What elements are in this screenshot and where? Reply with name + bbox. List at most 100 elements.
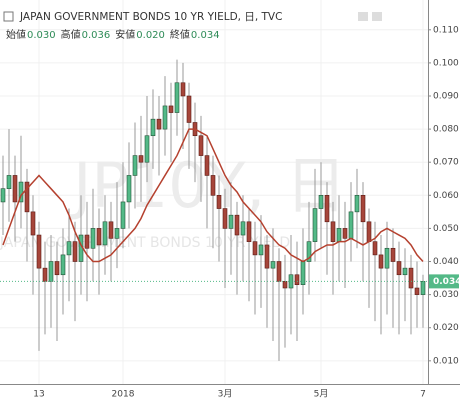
candle-body <box>246 221 252 242</box>
candle-body <box>294 274 300 285</box>
candle-body <box>12 175 18 203</box>
chart-title: JAPAN GOVERNMENT BONDS 10 YR YIELD, 日, T… <box>19 11 282 23</box>
moving-average-line <box>2 128 424 263</box>
ohlc-legend-label: 安値 <box>115 28 135 41</box>
candle-body <box>84 234 90 249</box>
candle-body <box>168 105 174 113</box>
candle-body <box>222 208 228 229</box>
candle-body <box>402 267 408 276</box>
ohlc-legend-value: 0.034 <box>191 30 220 41</box>
candle-body <box>150 118 156 137</box>
candle-body <box>324 195 330 223</box>
candle-body <box>180 82 186 97</box>
candle-body <box>210 175 216 196</box>
candle-body <box>240 221 246 236</box>
candle-body <box>270 261 276 269</box>
candle-body <box>36 234 42 269</box>
candle-body <box>96 228 102 246</box>
ohlc-legend-value: 0.030 <box>27 30 56 41</box>
candle-body <box>318 195 324 209</box>
y-tick-label: 0.100 <box>433 58 459 68</box>
candle-body <box>378 254 384 269</box>
eye-icon[interactable] <box>358 12 368 21</box>
y-tick-label: 0.060 <box>433 191 459 201</box>
candle-body <box>174 82 180 113</box>
last-price-label: 0.034 <box>433 277 460 287</box>
y-tick-label: 0.050 <box>433 224 459 234</box>
candle-body <box>276 261 282 282</box>
candle-body <box>102 221 108 246</box>
y-tick-label: 0.110 <box>433 25 459 35</box>
candle-body <box>114 228 120 239</box>
candle-body <box>0 188 6 203</box>
ohlc-legend-label: 始値 <box>6 28 26 41</box>
y-tick-label: 0.080 <box>433 125 459 135</box>
candle-body <box>6 175 12 189</box>
candle-body <box>126 175 132 203</box>
candle-body <box>384 247 390 269</box>
ohlc-legend: 始値 0.030 高値 0.036 安値 0.020 終値 0.034 <box>6 28 220 41</box>
candle-body <box>354 195 360 213</box>
candle-body <box>390 247 396 262</box>
candle-body <box>228 214 234 229</box>
candle-body <box>306 241 312 262</box>
candle-body <box>216 195 222 209</box>
candle-body <box>264 244 270 269</box>
candle-body <box>48 261 54 282</box>
candle-body <box>198 135 204 156</box>
x-tick-label: 3月 <box>218 389 233 400</box>
candle-body <box>72 241 78 262</box>
candle-body <box>372 241 378 256</box>
candle-body <box>108 221 114 239</box>
y-tick-label: 0.030 <box>433 290 459 300</box>
candle-body <box>132 155 138 176</box>
ohlc-legend-label: 終値 <box>170 28 190 41</box>
plot <box>0 59 428 361</box>
candle-body <box>360 195 366 223</box>
candle-body <box>144 135 150 163</box>
candle-body <box>258 244 264 256</box>
ohlc-legend-value: 0.020 <box>136 30 165 41</box>
watermark-description: JAPAN GOVERNMENT BONDS 10 YR YIELD <box>0 235 290 251</box>
candle-body <box>24 181 30 213</box>
candle-body <box>186 95 192 123</box>
candle-body <box>282 281 288 289</box>
candle-body <box>396 261 402 276</box>
ohlc-legend-value: 0.036 <box>82 30 111 41</box>
candle-body <box>408 267 414 289</box>
ohlc-legend-label: 高値 <box>61 28 81 41</box>
candle-body <box>420 281 426 295</box>
candle-body <box>336 228 342 242</box>
candle-body <box>312 208 318 242</box>
candle-body <box>66 241 72 256</box>
candle-body <box>414 287 420 295</box>
candle-body <box>60 254 66 276</box>
x-tick-label: 2018 <box>112 390 135 400</box>
candle-body <box>348 211 354 239</box>
candle-body <box>366 221 372 242</box>
candle-body <box>42 267 48 282</box>
candle-body <box>252 241 258 256</box>
x-tick-label: 7 <box>420 390 426 400</box>
y-tick-label: 0.020 <box>433 323 459 333</box>
y-tick-label: 0.070 <box>433 158 459 168</box>
candle-body <box>156 118 162 130</box>
settings-icon[interactable] <box>372 12 382 21</box>
candle-body <box>30 211 36 236</box>
candle-body <box>138 155 144 163</box>
candle-body <box>90 228 96 249</box>
last-price-box <box>429 274 459 289</box>
collapse-icon[interactable] <box>3 11 14 22</box>
candle-body <box>204 155 210 176</box>
candle-body <box>234 214 240 236</box>
candle-body <box>120 201 126 229</box>
candle-body <box>330 221 336 242</box>
candle-body <box>342 228 348 239</box>
y-tick-label: 0.010 <box>433 356 459 366</box>
x-tick-label: 13 <box>33 390 44 400</box>
candle-body <box>54 261 60 276</box>
y-tick-label: 0.090 <box>433 92 459 102</box>
y-tick-label: 0.040 <box>433 257 459 267</box>
